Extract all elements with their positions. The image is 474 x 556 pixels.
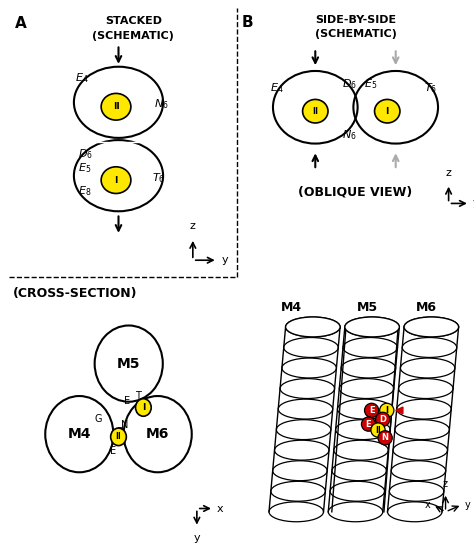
Text: II: II bbox=[116, 433, 121, 441]
Text: II: II bbox=[375, 425, 381, 435]
Text: M4: M4 bbox=[68, 427, 91, 441]
Ellipse shape bbox=[75, 68, 162, 137]
Text: z: z bbox=[443, 479, 448, 489]
Text: M6: M6 bbox=[146, 427, 169, 441]
Text: $E_8$: $E_8$ bbox=[78, 185, 91, 198]
Ellipse shape bbox=[285, 317, 340, 337]
Text: $T_6$: $T_6$ bbox=[152, 171, 165, 185]
Text: B: B bbox=[241, 15, 253, 30]
Text: N: N bbox=[382, 433, 389, 443]
Circle shape bbox=[101, 167, 131, 193]
Circle shape bbox=[101, 93, 131, 120]
Text: $N_6$: $N_6$ bbox=[154, 97, 169, 111]
Circle shape bbox=[378, 431, 392, 445]
Circle shape bbox=[371, 423, 385, 437]
Text: z: z bbox=[190, 221, 196, 231]
Text: $D_6$: $D_6$ bbox=[342, 77, 356, 91]
Text: $E_4$: $E_4$ bbox=[271, 81, 284, 95]
Text: y: y bbox=[193, 533, 200, 543]
Ellipse shape bbox=[404, 317, 459, 337]
Text: M6: M6 bbox=[416, 301, 437, 314]
Text: x: x bbox=[217, 504, 223, 514]
Text: (OBLIQUE VIEW): (OBLIQUE VIEW) bbox=[298, 185, 413, 198]
Text: D: D bbox=[379, 415, 386, 424]
Text: N: N bbox=[120, 420, 128, 430]
Text: II: II bbox=[113, 102, 119, 111]
Text: $E_5$: $E_5$ bbox=[78, 161, 91, 175]
Ellipse shape bbox=[75, 141, 162, 210]
Text: E: E bbox=[369, 406, 374, 415]
Text: STACKED: STACKED bbox=[105, 16, 162, 26]
Text: E: E bbox=[124, 396, 130, 406]
Text: $N_6$: $N_6$ bbox=[342, 128, 356, 142]
Text: I: I bbox=[385, 107, 389, 116]
Text: T: T bbox=[135, 391, 140, 401]
Text: $D_6$: $D_6$ bbox=[78, 147, 93, 161]
Circle shape bbox=[365, 403, 379, 418]
Circle shape bbox=[136, 399, 151, 416]
Polygon shape bbox=[396, 407, 403, 414]
Circle shape bbox=[374, 100, 400, 123]
Text: I: I bbox=[142, 403, 145, 412]
Text: (CROSS-SECTION): (CROSS-SECTION) bbox=[13, 287, 137, 300]
Text: $E_4$: $E_4$ bbox=[74, 71, 88, 85]
Text: G: G bbox=[95, 414, 102, 424]
Circle shape bbox=[302, 100, 328, 123]
Text: y: y bbox=[473, 198, 474, 208]
Text: I: I bbox=[114, 176, 118, 185]
Text: M4: M4 bbox=[281, 301, 302, 314]
Circle shape bbox=[375, 412, 390, 426]
Text: z: z bbox=[446, 168, 452, 178]
Text: I: I bbox=[385, 406, 388, 415]
Circle shape bbox=[361, 417, 375, 431]
Text: E: E bbox=[110, 446, 117, 456]
Ellipse shape bbox=[354, 72, 437, 143]
Text: $T_6$: $T_6$ bbox=[424, 81, 438, 95]
Text: II: II bbox=[312, 107, 319, 116]
Text: (SCHEMATIC): (SCHEMATIC) bbox=[92, 31, 174, 41]
Text: D: D bbox=[118, 427, 125, 437]
Text: (SCHEMATIC): (SCHEMATIC) bbox=[315, 29, 396, 39]
Circle shape bbox=[110, 428, 127, 445]
Text: M5: M5 bbox=[357, 301, 378, 314]
Ellipse shape bbox=[345, 317, 399, 337]
Text: y: y bbox=[465, 500, 471, 510]
Text: x: x bbox=[424, 500, 430, 510]
Circle shape bbox=[380, 403, 394, 418]
Text: y: y bbox=[221, 255, 228, 265]
Text: A: A bbox=[14, 16, 26, 31]
Text: $E_5$: $E_5$ bbox=[364, 77, 377, 91]
Text: SIDE-BY-SIDE: SIDE-BY-SIDE bbox=[315, 15, 396, 25]
Text: E: E bbox=[366, 420, 371, 429]
Text: M5: M5 bbox=[117, 356, 140, 371]
Ellipse shape bbox=[274, 72, 357, 143]
